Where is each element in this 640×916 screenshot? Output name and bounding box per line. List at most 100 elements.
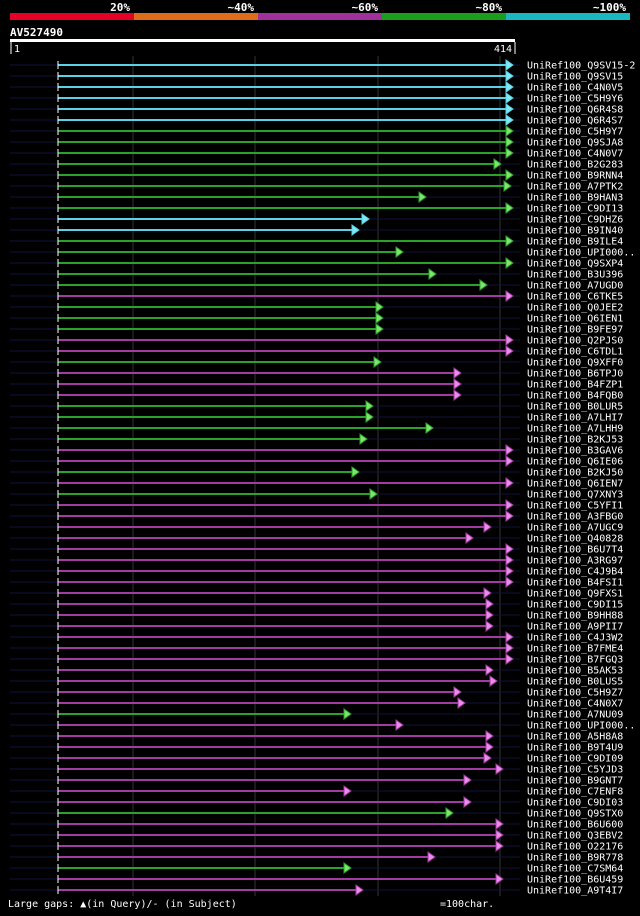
hit-label: UniRef100_B6U7T4 — [527, 545, 623, 556]
hit-row: UniRef100_B7FME4 — [10, 642, 623, 655]
hit-arrow — [485, 664, 494, 676]
hit-row: UniRef100_C5YJD3 — [10, 763, 623, 776]
hit-row: UniRef100_Q6R4S8 — [10, 103, 623, 116]
hit-row: UniRef100_C4J3W2 — [10, 631, 623, 644]
hit-row: UniRef100_Q9SV15 — [10, 70, 623, 83]
hit-row: UniRef100_B9FE97 — [10, 323, 623, 336]
hit-arrow — [505, 543, 514, 555]
hit-label: UniRef100_C4N0X7 — [527, 699, 623, 710]
hit-arrow — [485, 609, 494, 621]
hit-row: UniRef100_B9IN40 — [10, 224, 623, 237]
hit-row: UniRef100_B5AK53 — [10, 664, 623, 677]
hit-arrow — [495, 829, 504, 841]
hit-arrow — [343, 862, 352, 874]
hit-arrow — [495, 818, 504, 830]
hit-arrow — [365, 411, 374, 423]
hit-row: UniRef100_Q9XFF0 — [10, 356, 623, 369]
hit-label: UniRef100_UPI000.. — [527, 248, 635, 259]
hit-arrow — [495, 873, 504, 885]
hit-label: UniRef100_B9HAN3 — [527, 193, 623, 204]
hit-row: UniRef100_UPI000.. — [10, 246, 635, 259]
hit-label: UniRef100_A5H8A8 — [527, 732, 623, 743]
hit-row: UniRef100_B6U600 — [10, 818, 623, 831]
hit-row: UniRef100_B9ILE4 — [10, 235, 623, 248]
hit-arrow — [351, 224, 360, 236]
hit-row: UniRef100_C6TKE5 — [10, 290, 623, 303]
hit-label: UniRef100_B4FZP1 — [527, 380, 623, 391]
hit-label: UniRef100_B9HH88 — [527, 611, 623, 622]
hit-row: UniRef100_C7ENF8 — [10, 785, 623, 798]
hit-label: UniRef100_C9DHZ6 — [527, 215, 623, 226]
hit-arrow — [505, 455, 514, 467]
hit-row: UniRef100_B6U7T4 — [10, 543, 623, 556]
hit-label: UniRef100_C7SM64 — [527, 864, 623, 875]
hit-arrow — [495, 763, 504, 775]
hit-label: UniRef100_Q9SJA8 — [527, 138, 623, 149]
hit-row: UniRef100_Q2PJS0 — [10, 334, 623, 347]
hit-row: UniRef100_C5YFI1 — [10, 499, 623, 512]
hit-arrow — [485, 620, 494, 632]
legend-label: ~60% — [352, 1, 379, 14]
hit-row: UniRef100_A7LHI7 — [10, 411, 623, 424]
hit-label: UniRef100_Q2PJS0 — [527, 336, 623, 347]
hit-label: UniRef100_A3FBG0 — [527, 512, 623, 523]
hit-arrow — [485, 741, 494, 753]
hit-label: UniRef100_B9RNN4 — [527, 171, 623, 182]
hit-arrow — [493, 158, 502, 170]
hit-arrow — [463, 796, 472, 808]
hit-arrow — [428, 268, 437, 280]
hit-arrow — [505, 257, 514, 269]
hit-arrow — [425, 422, 434, 434]
hit-row: UniRef100_A9PII7 — [10, 620, 623, 633]
hit-arrow — [361, 213, 370, 225]
hit-arrow — [505, 576, 514, 588]
hit-label: UniRef100_A3RG97 — [527, 556, 623, 567]
hit-row: UniRef100_B6TPJ0 — [10, 367, 623, 380]
hit-row: UniRef100_Q0JEE2 — [10, 301, 623, 314]
hit-label: UniRef100_Q6IEN7 — [527, 479, 623, 490]
hit-label: UniRef100_C9DI13 — [527, 204, 623, 215]
scale-legend: =100char. — [440, 899, 494, 910]
hit-label: UniRef100_Q9STX0 — [527, 809, 623, 820]
hit-label: UniRef100_Q9XFF0 — [527, 358, 623, 369]
hit-label: UniRef100_C4J9B4 — [527, 567, 623, 578]
hit-row: UniRef100_Q9SV15-2 — [10, 59, 635, 72]
hit-label: UniRef100_Q6IEN1 — [527, 314, 623, 325]
hit-label: UniRef100_C6TKE5 — [527, 292, 623, 303]
hit-row: UniRef100_C9DI15 — [10, 598, 623, 611]
legend-label: 20% — [110, 1, 130, 14]
hit-row: UniRef100_C9DI03 — [10, 796, 623, 809]
hit-row: UniRef100_A7NU09 — [10, 708, 623, 721]
hit-label: UniRef100_B5AK53 — [527, 666, 623, 677]
hit-label: UniRef100_B3U396 — [527, 270, 623, 281]
hit-row: UniRef100_Q9STX0 — [10, 807, 623, 820]
hit-row: UniRef100_Q6IEN7 — [10, 477, 623, 490]
query-ruler: AV527490 1 414 — [10, 26, 516, 55]
hit-row: UniRef100_B9T4U9 — [10, 741, 623, 754]
hit-row: UniRef100_O22176 — [10, 840, 623, 853]
hit-label: UniRef100_A9T4I7 — [527, 886, 623, 897]
hit-label: UniRef100_Q6R4S8 — [527, 105, 623, 116]
hit-arrow — [483, 587, 492, 599]
hit-row: UniRef100_B9HH88 — [10, 609, 623, 622]
hit-row: UniRef100_A9T4I7 — [10, 884, 623, 897]
hit-arrow — [343, 708, 352, 720]
hit-row: UniRef100_Q9SJA8 — [10, 136, 623, 149]
gap-legend-text: Large gaps: ▲(in Query)/- (in Subject) — [8, 899, 237, 910]
hit-arrow — [375, 301, 384, 313]
hit-row: UniRef100_B6U459 — [10, 873, 623, 886]
hit-row: UniRef100_A5H8A8 — [10, 730, 623, 743]
hit-row: UniRef100_C9DI13 — [10, 202, 623, 215]
hit-arrow — [483, 521, 492, 533]
hit-arrow — [495, 840, 504, 852]
hit-arrow — [457, 697, 466, 709]
hit-label: UniRef100_B9R778 — [527, 853, 623, 864]
hit-row: UniRef100_Q6IEN1 — [10, 312, 623, 325]
hit-label: UniRef100_B9FE97 — [527, 325, 623, 336]
hit-row: UniRef100_A7LHH9 — [10, 422, 623, 435]
hit-row: UniRef100_C5H9Z7 — [10, 686, 623, 699]
hit-label: UniRef100_A7UGD0 — [527, 281, 623, 292]
hit-arrow — [505, 70, 514, 82]
hit-label: UniRef100_Q3EBV2 — [527, 831, 623, 842]
